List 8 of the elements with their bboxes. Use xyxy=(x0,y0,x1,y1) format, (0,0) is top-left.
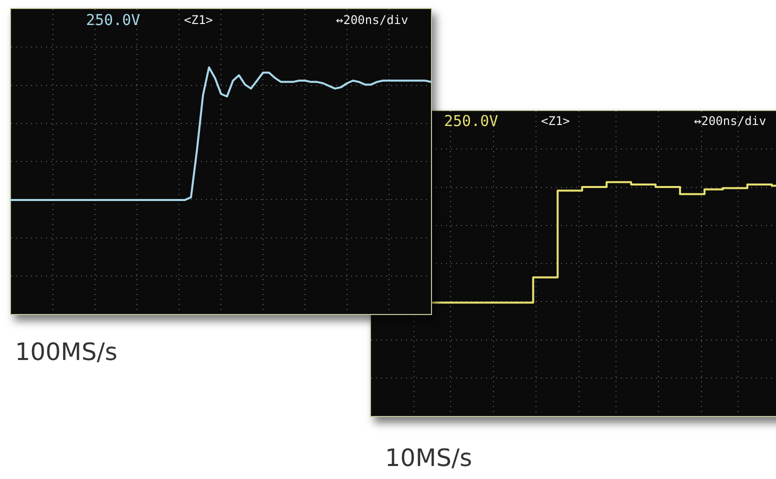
text: 250.0V xyxy=(86,11,140,29)
text: 100MS/s xyxy=(15,338,118,366)
text: 10MS/s xyxy=(385,444,472,472)
text: <Z1> xyxy=(184,13,213,27)
text: <Z1> xyxy=(541,114,570,128)
text: ↔200ns/div xyxy=(694,114,766,128)
text: ↔200ns/div xyxy=(336,13,408,27)
text: 250.0V xyxy=(444,112,498,130)
